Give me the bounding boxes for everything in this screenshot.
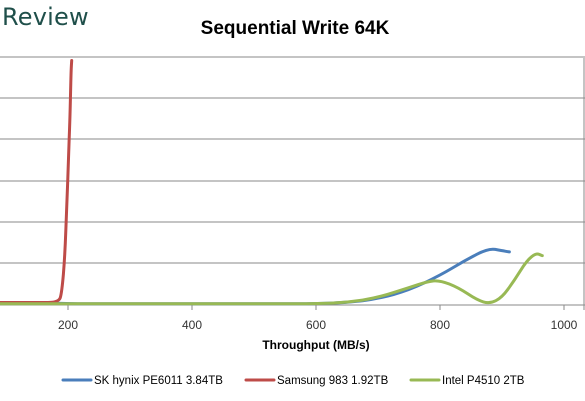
legend: SK hynix PE6011 3.84TB Samsung 983 1.92TB… <box>61 375 525 387</box>
x-tick-label: 400 <box>182 318 202 332</box>
x-tick-label: 600 <box>306 318 326 332</box>
legend-label: Intel P4510 2TB <box>442 375 525 387</box>
series-lines <box>0 58 544 306</box>
x-axis-label: Throughput (MB/s) <box>262 338 369 352</box>
legend-label: SK hynix PE6011 3.84TB <box>94 375 223 387</box>
publisher-logo: Review <box>2 3 89 31</box>
gridlines <box>0 56 585 264</box>
axes <box>0 58 585 310</box>
x-tick-label: 200 <box>58 318 78 332</box>
chart-title: Sequential Write 64K <box>201 18 390 39</box>
series-line-intel-p4510-2tb <box>0 252 544 306</box>
legend-label: Samsung 983 1.92TB <box>277 375 389 387</box>
series-line-sk-hynix-pe6011-3-84tb <box>0 247 511 306</box>
x-tick-label: 800 <box>430 318 450 332</box>
x-axis-tick-labels: 200 400 600 800 1000 <box>58 305 578 332</box>
x-tick-label: 1000 <box>551 318 578 332</box>
